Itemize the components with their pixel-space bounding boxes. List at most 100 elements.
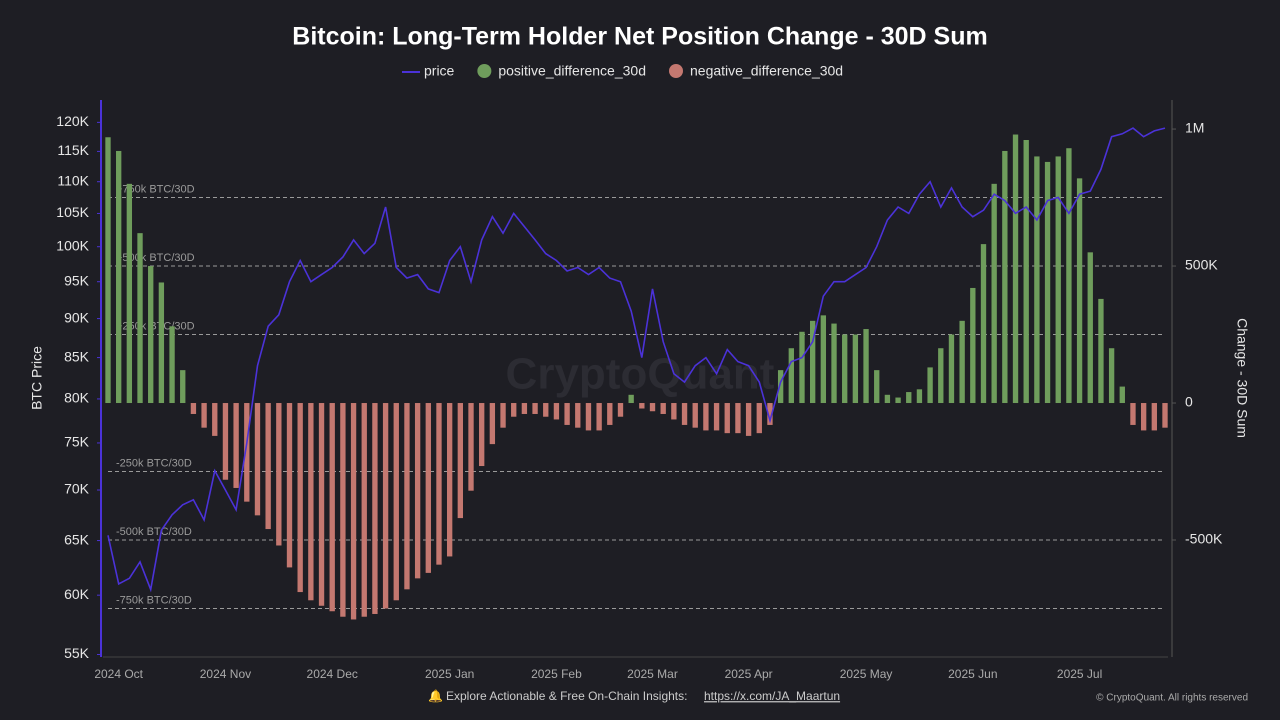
bar: [532, 403, 538, 414]
bar: [970, 287, 976, 404]
bar: [222, 403, 229, 480]
legend-label[interactable]: price: [424, 63, 455, 79]
bar: [361, 403, 367, 617]
bar: [681, 403, 688, 425]
y-axis-label: BTC Price: [29, 346, 45, 410]
bar: [446, 403, 453, 557]
bar: [842, 334, 848, 404]
y-tick-label: 120K: [56, 113, 89, 129]
bar: [1151, 403, 1157, 431]
footer-text: Explore Actionable & Free On-Chain Insig…: [446, 689, 687, 703]
reference-label: +750k BTC/30D: [116, 183, 195, 195]
bar: [180, 370, 186, 404]
bar: [254, 403, 261, 516]
bar: [126, 183, 133, 404]
bar: [350, 403, 357, 620]
legend-swatch[interactable]: [477, 64, 492, 78]
reference-label: +500k BTC/30D: [116, 252, 195, 264]
bar: [1076, 178, 1083, 404]
bar: [703, 403, 709, 431]
bar: [468, 403, 474, 491]
bar: [414, 403, 421, 579]
legend-swatch[interactable]: [669, 64, 683, 78]
bar: [660, 403, 666, 414]
bell-icon: 🔔: [428, 689, 443, 703]
y-tick-label: 85K: [64, 348, 90, 364]
bar: [372, 403, 378, 614]
bar: [543, 403, 549, 417]
y2-tick-label: -500K: [1185, 531, 1223, 547]
bar: [425, 403, 431, 573]
bar: [927, 367, 933, 404]
footer-link[interactable]: https://x.com/JA_Maartun: [704, 689, 840, 703]
bar: [713, 403, 720, 431]
bar: [692, 403, 698, 428]
bar: [948, 334, 955, 404]
bar: [382, 403, 389, 609]
bar: [564, 403, 570, 425]
bar: [959, 320, 965, 404]
y-tick-label: 55K: [64, 645, 90, 661]
bar: [980, 244, 987, 404]
x-tick-label: 2025 May: [840, 667, 893, 681]
bar: [724, 403, 730, 434]
bar: [852, 334, 859, 404]
bar: [596, 403, 602, 431]
bar: [607, 403, 613, 425]
bar: [767, 403, 773, 425]
y-tick-label: 60K: [64, 586, 90, 602]
bar: [575, 403, 581, 428]
legend-label[interactable]: positive_difference_30d: [498, 63, 646, 79]
bar: [137, 233, 143, 404]
bar: [788, 348, 794, 404]
bar: [105, 137, 111, 404]
price-line: [107, 127, 1166, 593]
bar: [457, 403, 464, 519]
bar: [884, 394, 891, 404]
x-tick-label: 2025 Feb: [531, 667, 582, 681]
bar: [511, 403, 517, 417]
bar: [799, 331, 805, 404]
bar: [329, 403, 335, 612]
x-tick-label: 2025 Mar: [627, 667, 678, 681]
copyright: © CryptoQuant. All rights reserved: [1096, 693, 1248, 704]
bar: [1119, 386, 1125, 404]
bar: [906, 392, 912, 404]
bar: [895, 397, 901, 404]
bar: [190, 403, 197, 414]
bar: [916, 389, 923, 404]
bar: [1087, 252, 1093, 404]
bar: [393, 403, 399, 601]
legend-label[interactable]: negative_difference_30d: [690, 63, 843, 79]
y-tick-label: 75K: [64, 434, 90, 450]
bar: [639, 403, 645, 409]
x-tick-label: 2024 Oct: [94, 667, 143, 681]
bar: [148, 266, 154, 404]
bar: [671, 403, 677, 420]
bar: [436, 403, 442, 565]
y-tick-label: 100K: [56, 237, 89, 253]
reference-label: -250k BTC/30D: [116, 457, 192, 469]
y-tick-label: 90K: [64, 309, 90, 325]
bar: [1162, 403, 1168, 428]
x-tick-label: 2025 Jun: [948, 667, 997, 681]
bar: [297, 403, 303, 593]
reference-label: -750k BTC/30D: [116, 594, 192, 606]
chart-title: Bitcoin: Long-Term Holder Net Position C…: [292, 23, 987, 51]
bar: [1130, 403, 1136, 425]
bar: [553, 403, 560, 420]
bar: [479, 403, 485, 467]
watermark: CryptoQuant: [506, 350, 775, 399]
bar: [745, 403, 752, 436]
bar: [489, 403, 496, 445]
bar: [212, 403, 218, 436]
bar: [286, 403, 293, 568]
bar: [1023, 140, 1029, 404]
x-tick-label: 2024 Dec: [307, 667, 358, 681]
y2-tick-label: 1M: [1185, 120, 1204, 136]
bar: [628, 394, 634, 404]
bar: [991, 183, 997, 404]
bar: [521, 403, 528, 414]
bar: [1002, 150, 1008, 404]
